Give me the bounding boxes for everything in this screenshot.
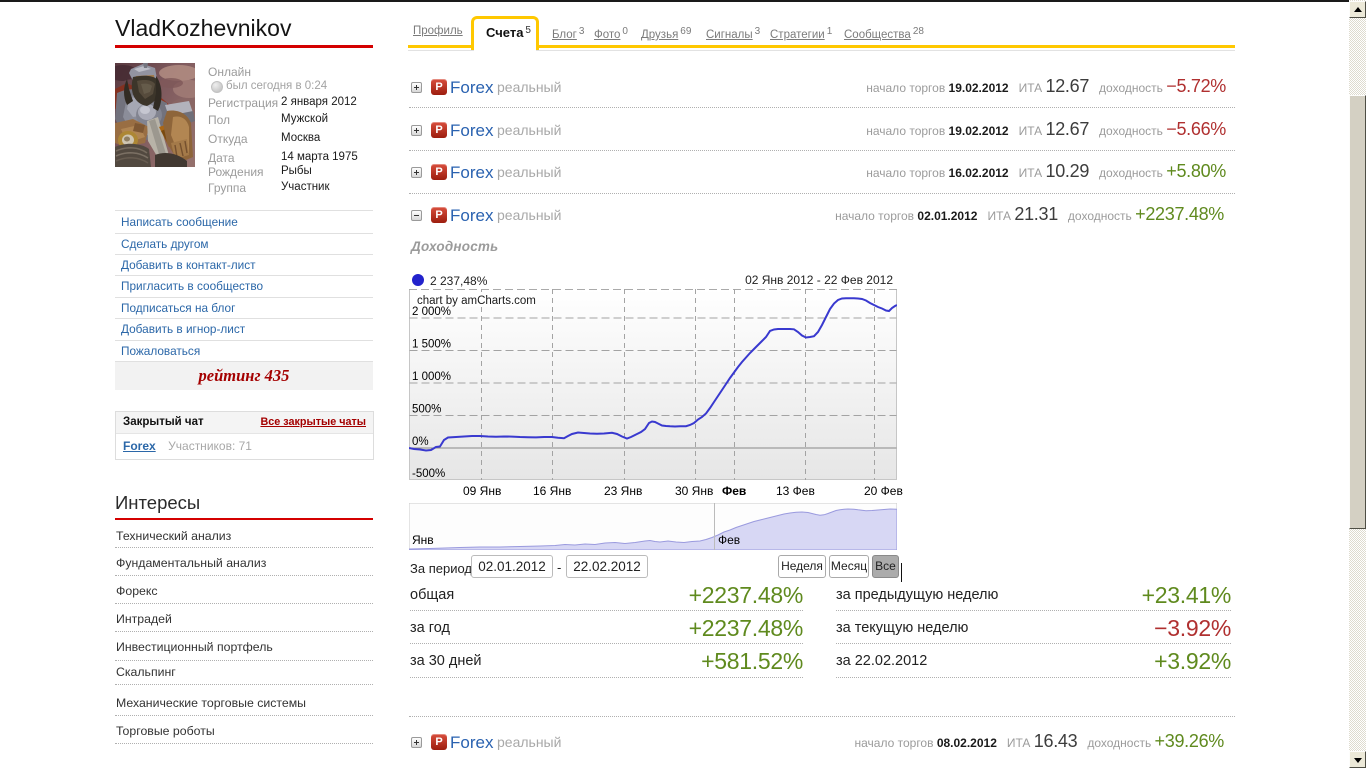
svg-text:1 500%: 1 500%: [412, 339, 451, 351]
svg-text:-500%: -500%: [412, 468, 445, 480]
svg-text:2 000%: 2 000%: [412, 306, 451, 318]
svg-text:Янв: Янв: [412, 533, 434, 547]
svg-text:chart by amCharts.com: chart by amCharts.com: [417, 295, 536, 307]
svg-text:1 000%: 1 000%: [412, 371, 451, 383]
svg-text:0%: 0%: [412, 436, 429, 448]
svg-text:Фев: Фев: [718, 533, 740, 547]
svg-text:500%: 500%: [412, 404, 441, 416]
